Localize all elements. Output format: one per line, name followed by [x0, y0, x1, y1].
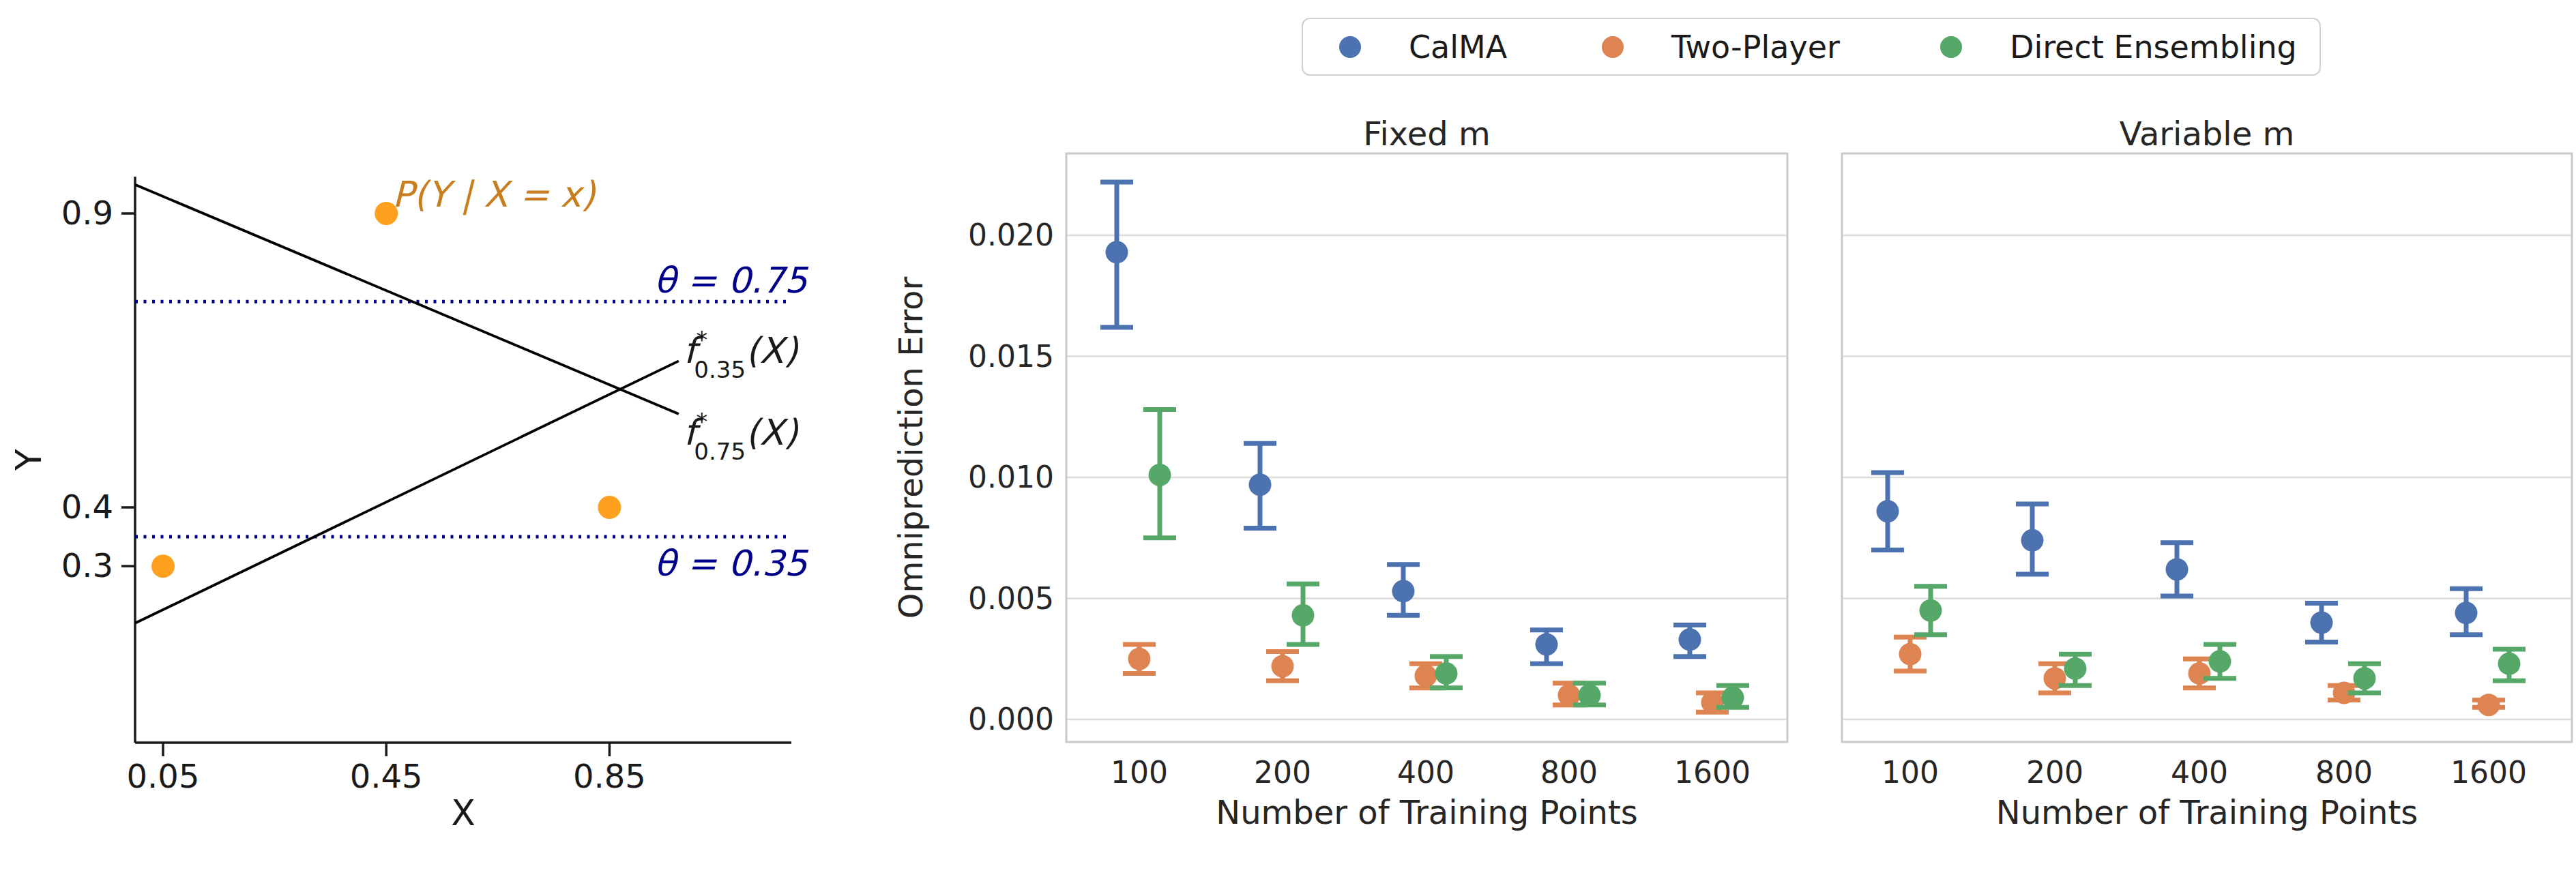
data-point	[1292, 604, 1315, 627]
x-tick-label: 200	[2026, 755, 2083, 790]
series-two-player	[1894, 637, 2505, 716]
y-tick-label: 0.9	[61, 194, 113, 232]
panel-border	[1842, 153, 2572, 742]
x-tick-label: 200	[1254, 755, 1311, 790]
panel-title: Fixed m	[1363, 115, 1490, 153]
data-point	[1392, 580, 1415, 602]
data-point	[1249, 473, 1272, 496]
series-direct-ensembling	[1914, 586, 2526, 693]
x-tick-label: 800	[2315, 755, 2373, 790]
panel-title: Variable m	[2120, 115, 2294, 153]
direct-ensembling-marker-icon	[1940, 36, 1962, 58]
y-tick-label: 0.3	[61, 546, 113, 584]
threshold-label: θ = 0.75	[654, 260, 809, 301]
y-tick-label: 0.000	[968, 702, 1054, 737]
variable-m-panel: Variable m 100 200 400 800 1600 Number of Trai…	[1842, 115, 2572, 831]
legend-label: CalMA	[1409, 29, 1507, 65]
x-axis-label: Number of Training Points	[1216, 793, 1637, 831]
data-point	[1920, 599, 1942, 622]
threshold-label: θ = 0.35	[654, 543, 809, 584]
legend-item-two-player: Two-Player	[1602, 19, 1840, 74]
series-calma	[1100, 182, 1706, 664]
data-point	[1106, 241, 1128, 263]
data-point	[1149, 464, 1171, 486]
data-point	[1899, 643, 1922, 666]
data-point	[2311, 612, 2333, 634]
x-tick-label: 400	[1397, 755, 1454, 790]
data-point	[2455, 601, 2478, 624]
data-point	[1679, 628, 1701, 651]
data-point	[1579, 684, 1601, 707]
fixed-m-panel: Fixed m 0.000 0.005 0.010 0.015 0.020 Omnipred…	[892, 115, 1787, 831]
x-tick-label: 0.85	[573, 757, 646, 795]
left-panel: 0.3 0.4 0.9 0.05 0.45 0.85 Y Xθ = 0.75 θ = 0.35 f…	[8, 174, 809, 833]
scatter-label: P(Y | X = x)	[392, 174, 596, 215]
data-point	[2021, 529, 2044, 552]
chart-legend: CalMA Two-Player Direct Ensembling	[1302, 18, 2321, 76]
data-point	[2354, 667, 2376, 689]
data-point	[1272, 655, 1294, 677]
y-tick-label: 0.010	[968, 460, 1054, 494]
x-axis-label: Number of Training Points	[1996, 793, 2418, 831]
y-axis-label: Omniprediction Error	[892, 277, 930, 619]
data-point	[2189, 662, 2211, 685]
f-star-0.35-line	[135, 361, 679, 623]
legend-label: Two-Player	[1671, 29, 1840, 65]
conditional-probability-point	[151, 554, 175, 578]
data-point	[2166, 558, 2189, 580]
data-point	[1415, 665, 1437, 687]
x-axis-label: X	[451, 792, 475, 833]
data-point	[1536, 633, 1558, 655]
x-tick-label: 1600	[1674, 755, 1751, 790]
data-point	[2209, 650, 2231, 672]
data-point	[1877, 500, 1899, 522]
x-tick-label: 0.05	[127, 757, 200, 795]
data-point	[2064, 657, 2087, 680]
legend-item-calma: CalMA	[1339, 19, 1507, 74]
calma-marker-icon	[1339, 36, 1361, 58]
y-tick-label: 0.020	[968, 218, 1054, 252]
legend-item-direct-ensembling: Direct Ensembling	[1940, 19, 2297, 74]
series-two-player	[1123, 644, 1729, 714]
data-point	[1128, 648, 1151, 670]
f-star-0.35-label: f*0.35(X)	[684, 326, 799, 383]
y-axis-label: Y	[8, 449, 49, 471]
two-player-marker-icon	[1602, 36, 1624, 58]
data-point	[1435, 662, 1458, 685]
f-star-0.75-line	[135, 185, 679, 414]
x-tick-label: 100	[1882, 755, 1939, 790]
y-tick-label: 0.4	[61, 488, 113, 526]
panel-border	[1066, 153, 1787, 742]
conditional-probability-point	[598, 496, 621, 519]
series-direct-ensembling	[1143, 410, 1749, 709]
legend-label: Direct Ensembling	[2010, 29, 2297, 65]
x-tick-label: 400	[2171, 755, 2228, 790]
x-tick-label: 1600	[2450, 755, 2527, 790]
x-tick-label: 100	[1111, 755, 1168, 790]
data-point	[2498, 653, 2521, 675]
plot-canvas: 0.3 0.4 0.9 0.05 0.45 0.85 Y Xθ = 0.75 θ = 0.35 f…	[0, 0, 2576, 892]
data-point	[1722, 687, 1744, 709]
y-tick-label: 0.005	[968, 581, 1054, 616]
y-tick-label: 0.015	[968, 339, 1054, 374]
f-star-0.75-label: f*0.75(X)	[684, 408, 799, 465]
series-calma	[1871, 473, 2483, 642]
data-point	[2478, 694, 2500, 716]
x-tick-label: 0.45	[350, 757, 423, 795]
figure: 0.3 0.4 0.9 0.05 0.45 0.85 Y Xθ = 0.75 θ = 0.35 f…	[0, 0, 2576, 892]
data-point	[1701, 692, 1724, 714]
x-tick-label: 800	[1540, 755, 1598, 790]
